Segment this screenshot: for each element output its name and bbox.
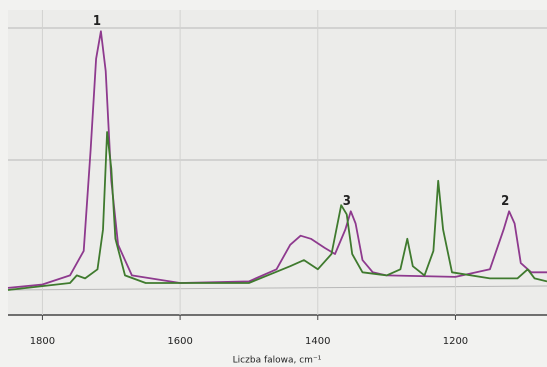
peak-label: 3	[343, 194, 351, 209]
x-tick-label: 1800	[30, 336, 55, 347]
x-tick-label: 1400	[305, 336, 330, 347]
x-tick-label: 1600	[167, 336, 192, 347]
page: Liczba falowa, cm⁻¹ 1800160014001200123 …	[0, 0, 547, 367]
peak-label: 1	[93, 14, 101, 29]
x-tick-label: 1200	[443, 336, 468, 347]
chart: Liczba falowa, cm⁻¹ 1800 1600 1400 1200 1 2 3	[0, 0, 547, 367]
peak-label: 2	[501, 194, 509, 209]
x-axis-title: Liczba falowa, cm⁻¹	[233, 356, 322, 366]
